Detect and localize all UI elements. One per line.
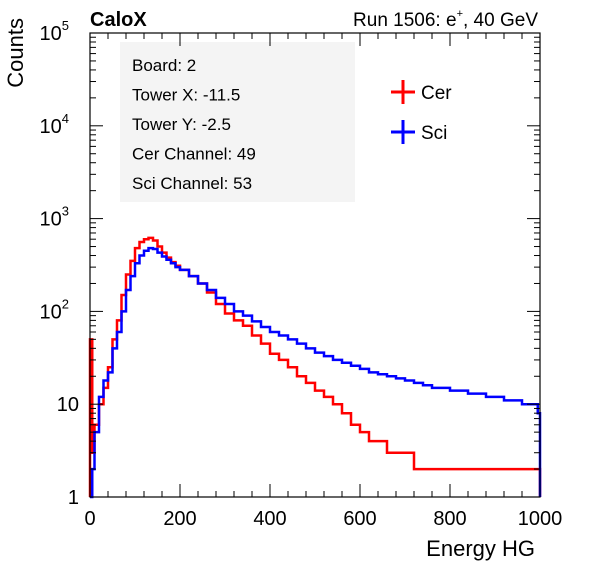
x-tick-label: 600 — [343, 508, 376, 530]
x-tick-label: 200 — [163, 508, 196, 530]
y-tick-label: 103 — [40, 204, 69, 231]
x-tick-label: 0 — [84, 508, 95, 530]
plot-frame — [89, 32, 541, 498]
series-sci-line — [90, 246, 542, 499]
x-tick-label: 800 — [433, 508, 466, 530]
info-line-2: Tower Y: -2.5 — [132, 115, 231, 134]
series-layer — [88, 236, 542, 499]
x-axis-label: Energy HG — [426, 536, 535, 561]
legend: Cer Sci — [391, 80, 452, 144]
y-axis-label: Counts — [3, 18, 28, 88]
y-tick-label: 102 — [40, 296, 69, 323]
info-line-3: Cer Channel: 49 — [132, 145, 256, 164]
info-box-lines: Board: 2 Tower X: -11.5 Tower Y: -2.5 Cer C… — [132, 56, 256, 193]
info-line-0: Board: 2 — [132, 56, 196, 75]
y-tick-label: 105 — [40, 18, 69, 45]
y-tick-label: 10 — [57, 394, 79, 416]
series-cer-line — [88, 236, 542, 497]
info-line-4: Sci Channel: 53 — [132, 174, 252, 193]
y-tick-label: 1 — [68, 487, 79, 509]
info-line-1: Tower X: -11.5 — [132, 86, 240, 105]
x-tick-label: 1000 — [518, 508, 563, 530]
run-label: Run 1506: e+, 40 GeV — [353, 8, 538, 31]
axes-layer: 0 200 400 600 800 1000 1 10 102 103 104 105 — [40, 18, 563, 530]
info-box — [120, 42, 355, 202]
experiment-label: CaloX — [90, 9, 147, 31]
legend-label-cer: Cer — [421, 83, 452, 104]
legend-label-sci: Sci — [421, 123, 447, 144]
y-tick-label: 104 — [40, 111, 69, 138]
x-tick-label: 400 — [253, 508, 286, 530]
